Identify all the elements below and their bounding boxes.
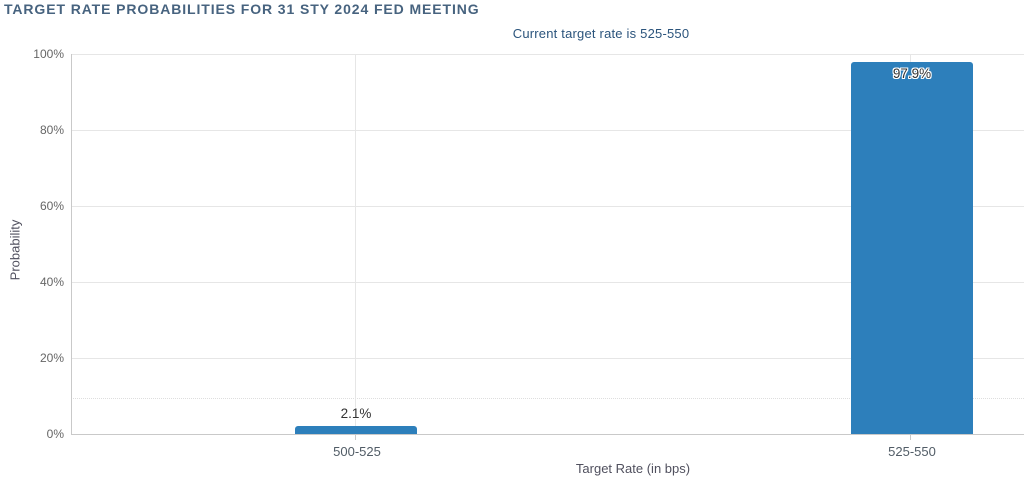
category-gridline-500-525 (355, 54, 356, 434)
y-axis-title: Probability (7, 219, 23, 281)
bar-500-525[interactable] (295, 426, 417, 434)
category-label-525-550: 525-550 (888, 444, 936, 459)
minor-gridline-10pct (71, 398, 1024, 399)
y-tick-label-100: 100% (33, 47, 64, 61)
y-tick-label-0: 0% (46, 427, 64, 441)
gridline-80pct (71, 130, 1024, 131)
gridline-100pct (71, 54, 1024, 55)
gridline-20pct (71, 358, 1024, 359)
chart-title: TARGET RATE PROBABILITIES FOR 31 STY 202… (4, 1, 480, 17)
x-axis-line (71, 434, 1024, 435)
bar-525-550[interactable] (851, 62, 973, 434)
y-tick-label-80: 80% (39, 123, 64, 137)
y-axis-line (71, 54, 72, 435)
gridline-60pct (71, 206, 1024, 207)
x-axis-title: Target Rate (in bps) (575, 461, 691, 476)
category-label-500-525: 500-525 (333, 444, 381, 459)
data-label-500-525: 2.1% (340, 406, 372, 421)
y-tick-label-20: 20% (39, 351, 64, 365)
gridline-40pct (71, 282, 1024, 283)
x-tick-525-550 (910, 435, 911, 440)
y-tick-label-60: 60% (39, 199, 64, 213)
data-label-525-550: 97.9% (892, 66, 932, 81)
x-tick-500-525 (355, 435, 356, 440)
y-tick-label-40: 40% (39, 275, 64, 289)
chart-subtitle: Current target rate is 525-550 (512, 26, 690, 41)
